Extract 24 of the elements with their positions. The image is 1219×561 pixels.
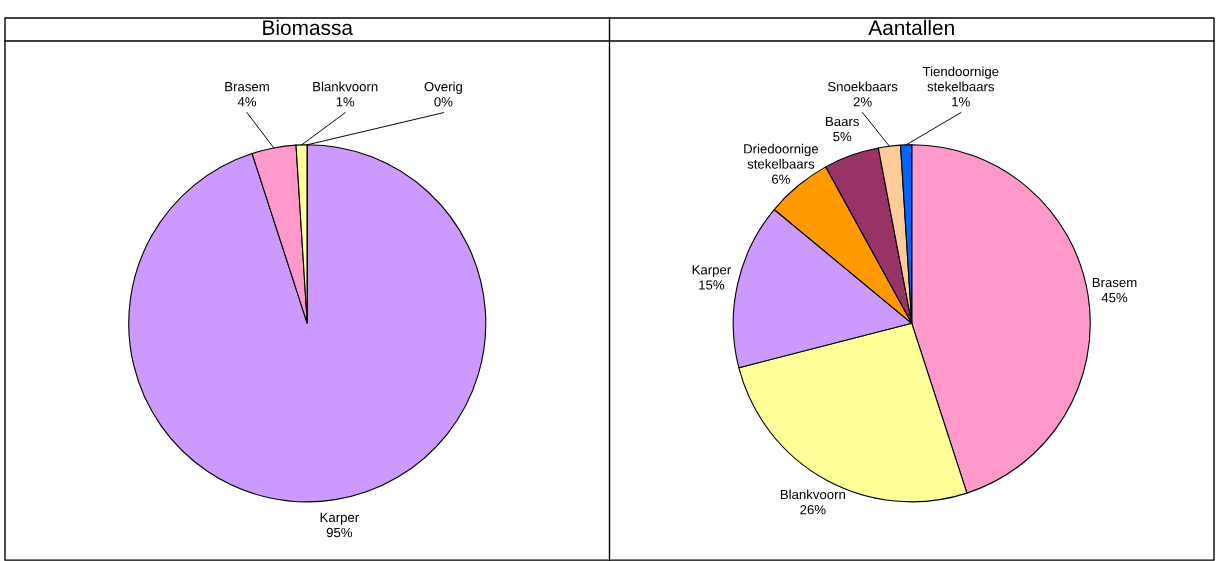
data-label: 6% [772,174,790,184]
data-label: 1% [952,97,970,107]
data-label: 4% [237,97,257,107]
data-label: 95% [326,527,353,538]
category-label: Overig [424,81,462,94]
slice-label: Blankvoorn [313,81,378,92]
text: 0% [434,97,453,107]
slice-label: Snoekbaars [827,81,898,92]
data-label: 15% [699,280,725,290]
slice-label: Brasem [1092,277,1137,288]
slice-label: Tiendoornige stekelbaars [922,66,999,92]
slice-label: Driedoornige stekelbaars [744,143,819,169]
slice-label: Karper [320,512,359,525]
slice-label: Blankvoorn [780,489,845,500]
chart-title: Biomassa [263,19,353,36]
slice-label: Karper [692,265,731,278]
slice-label: Baars [826,116,859,127]
data-label: 5% [833,132,852,142]
chart-title: Aantallen [868,19,954,36]
slice-label: Brasem [225,82,269,92]
data-label: 1% [336,97,355,107]
data-label: 2% [853,97,872,107]
data-label: 45% [1101,293,1128,303]
data-label: 26% [800,505,826,515]
